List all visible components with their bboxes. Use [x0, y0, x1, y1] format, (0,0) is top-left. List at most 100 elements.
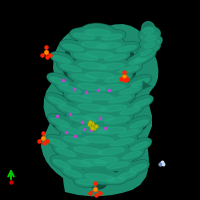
Ellipse shape: [56, 81, 84, 95]
Ellipse shape: [59, 126, 81, 134]
Ellipse shape: [58, 57, 70, 65]
Ellipse shape: [69, 154, 85, 166]
Ellipse shape: [132, 48, 156, 64]
Ellipse shape: [75, 33, 93, 44]
Ellipse shape: [65, 90, 95, 104]
Ellipse shape: [75, 120, 111, 136]
Ellipse shape: [96, 108, 118, 122]
Ellipse shape: [73, 33, 95, 39]
Ellipse shape: [93, 142, 129, 158]
Ellipse shape: [143, 28, 153, 34]
Ellipse shape: [59, 105, 79, 113]
Ellipse shape: [63, 105, 79, 115]
Ellipse shape: [102, 112, 132, 126]
Ellipse shape: [131, 96, 153, 108]
Ellipse shape: [80, 108, 118, 124]
Ellipse shape: [116, 126, 142, 138]
Ellipse shape: [80, 88, 103, 102]
Ellipse shape: [81, 69, 103, 83]
Ellipse shape: [71, 74, 97, 81]
Ellipse shape: [140, 46, 158, 54]
Ellipse shape: [77, 36, 112, 51]
Ellipse shape: [53, 143, 79, 159]
Ellipse shape: [74, 53, 97, 60]
Ellipse shape: [81, 159, 107, 166]
Ellipse shape: [54, 144, 78, 158]
Ellipse shape: [121, 69, 135, 79]
Ellipse shape: [118, 129, 140, 137]
Ellipse shape: [48, 114, 72, 128]
Ellipse shape: [98, 127, 126, 134]
Ellipse shape: [97, 71, 117, 83]
Ellipse shape: [83, 136, 113, 143]
Ellipse shape: [50, 77, 68, 85]
Ellipse shape: [139, 27, 160, 42]
Ellipse shape: [57, 142, 71, 152]
Ellipse shape: [83, 50, 104, 63]
Ellipse shape: [78, 126, 108, 133]
Ellipse shape: [108, 96, 132, 103]
Ellipse shape: [60, 131, 92, 147]
Ellipse shape: [118, 104, 142, 116]
Ellipse shape: [53, 56, 71, 63]
Ellipse shape: [97, 127, 119, 141]
Ellipse shape: [69, 141, 107, 157]
Ellipse shape: [121, 107, 136, 117]
Ellipse shape: [107, 178, 125, 182]
Ellipse shape: [79, 87, 117, 103]
Ellipse shape: [102, 71, 132, 84]
Ellipse shape: [71, 29, 97, 41]
Ellipse shape: [74, 147, 102, 154]
Ellipse shape: [99, 63, 124, 70]
Ellipse shape: [65, 155, 95, 169]
Ellipse shape: [56, 101, 82, 115]
Ellipse shape: [105, 117, 129, 124]
Ellipse shape: [82, 46, 117, 60]
Ellipse shape: [93, 37, 125, 51]
Ellipse shape: [47, 73, 71, 87]
Ellipse shape: [138, 42, 160, 56]
Ellipse shape: [102, 50, 129, 62]
Ellipse shape: [99, 84, 125, 91]
Ellipse shape: [101, 112, 133, 126]
Ellipse shape: [80, 167, 120, 185]
Ellipse shape: [105, 174, 127, 184]
Ellipse shape: [82, 144, 104, 158]
Ellipse shape: [97, 43, 121, 49]
Ellipse shape: [60, 65, 82, 72]
Ellipse shape: [51, 155, 73, 171]
Ellipse shape: [128, 138, 152, 152]
Ellipse shape: [131, 79, 149, 86]
Ellipse shape: [73, 175, 99, 187]
Ellipse shape: [140, 35, 162, 49]
Ellipse shape: [79, 108, 119, 124]
Ellipse shape: [48, 73, 70, 87]
Ellipse shape: [115, 125, 143, 139]
Ellipse shape: [141, 32, 158, 39]
Ellipse shape: [117, 103, 143, 117]
Ellipse shape: [62, 165, 84, 179]
Ellipse shape: [127, 161, 149, 173]
Ellipse shape: [81, 168, 119, 184]
Ellipse shape: [95, 79, 129, 94]
Ellipse shape: [142, 40, 160, 47]
Ellipse shape: [65, 49, 81, 59]
Ellipse shape: [145, 35, 156, 41]
Ellipse shape: [91, 152, 121, 166]
Ellipse shape: [98, 148, 124, 155]
Ellipse shape: [119, 66, 139, 73]
Ellipse shape: [70, 28, 98, 42]
Ellipse shape: [48, 97, 66, 105]
Ellipse shape: [116, 168, 138, 180]
Ellipse shape: [110, 139, 134, 146]
Ellipse shape: [75, 57, 109, 71]
PathPatch shape: [41, 24, 158, 196]
Ellipse shape: [49, 139, 67, 147]
Ellipse shape: [46, 94, 68, 106]
Ellipse shape: [130, 120, 148, 128]
Ellipse shape: [68, 160, 92, 167]
Ellipse shape: [78, 104, 106, 111]
Ellipse shape: [114, 42, 139, 53]
Ellipse shape: [82, 163, 102, 175]
Ellipse shape: [94, 157, 118, 163]
